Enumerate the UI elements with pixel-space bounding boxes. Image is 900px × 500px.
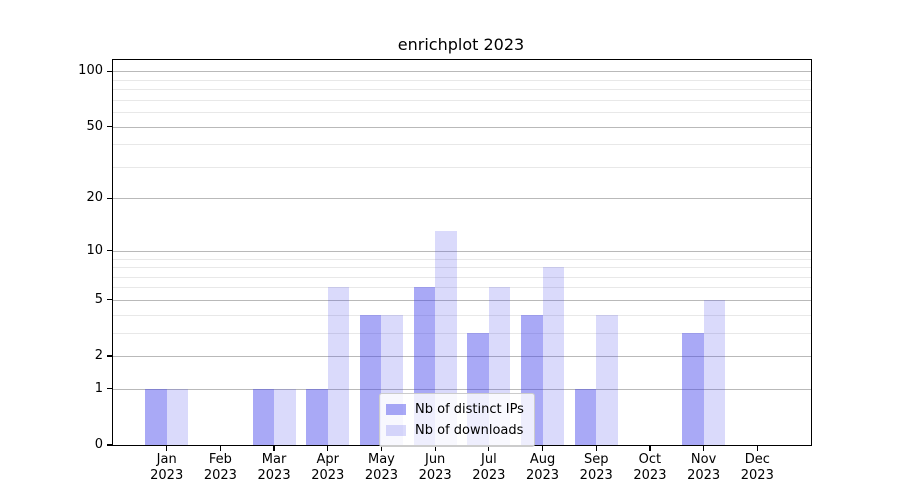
y-tick-mark-2 bbox=[107, 355, 112, 357]
bar-nb-of-distinct-ips-nov bbox=[682, 332, 704, 445]
gridline-major-50 bbox=[113, 126, 811, 128]
x-tick-mark-nov bbox=[703, 446, 705, 451]
gridline-major-20 bbox=[113, 198, 811, 200]
x-tick-label-mar: Mar 2023 bbox=[257, 452, 291, 483]
gridline-minor-8 bbox=[113, 267, 811, 269]
x-tick-mark-aug bbox=[541, 446, 544, 451]
y-tick-label-100: 100 bbox=[78, 63, 103, 79]
gridline-minor-3 bbox=[113, 332, 811, 334]
legend-swatch-downloads bbox=[386, 425, 406, 436]
bar-nb-of-downloads-sep bbox=[596, 314, 618, 445]
bar-nb-of-downloads-apr bbox=[327, 287, 350, 445]
gridline-minor-30 bbox=[113, 166, 811, 168]
gridline-minor-70 bbox=[113, 99, 811, 101]
x-tick-label-feb: Feb 2023 bbox=[203, 452, 237, 483]
bar-nb-of-distinct-ips-mar bbox=[252, 388, 275, 445]
bar-nb-of-downloads-nov bbox=[703, 299, 726, 445]
gridline-minor-80 bbox=[113, 89, 811, 91]
y-tick-mark-0 bbox=[107, 444, 112, 446]
y-tick-label-50: 50 bbox=[86, 118, 103, 134]
gridline-major-10 bbox=[113, 250, 811, 252]
x-tick-label-jan: Jan 2023 bbox=[150, 452, 184, 483]
y-tick-label-10: 10 bbox=[86, 242, 103, 258]
y-tick-label-20: 20 bbox=[86, 190, 103, 206]
bar-nb-of-downloads-jan bbox=[166, 388, 189, 445]
x-tick-mark-may bbox=[380, 446, 383, 451]
x-tick-label-jul: Jul 2023 bbox=[472, 452, 506, 483]
x-tick-label-jun: Jun 2023 bbox=[418, 452, 452, 483]
x-tick-label-oct: Oct 2023 bbox=[633, 452, 667, 483]
gridline-major-2 bbox=[113, 356, 811, 358]
x-tick-mark-jan bbox=[166, 446, 168, 451]
bar-nb-of-distinct-ips-sep bbox=[574, 388, 597, 445]
plot-area: Nb of distinct IPs Nb of downloads 0 1 2 5 1… bbox=[78, 59, 812, 483]
x-tick-label-dec: Dec 2023 bbox=[740, 452, 774, 483]
y-tick-label-1: 1 bbox=[94, 380, 103, 396]
gridline-major-1 bbox=[113, 388, 811, 390]
x-tick-mark-oct bbox=[649, 446, 651, 451]
x-tick-label-nov: Nov 2023 bbox=[687, 452, 721, 483]
bar-nb-of-distinct-ips-apr bbox=[306, 388, 328, 445]
y-tick-label-0: 0 bbox=[94, 437, 103, 452]
legend: Nb of distinct IPs Nb of downloads bbox=[379, 393, 535, 447]
x-tick-mark-sep bbox=[595, 446, 597, 451]
gridline-minor-4 bbox=[113, 314, 811, 316]
y-tick-label-2: 2 bbox=[94, 348, 103, 364]
x-tick-label-may: May 2023 bbox=[364, 452, 398, 483]
legend-item-distinct-ips: Nb of distinct IPs bbox=[386, 399, 524, 420]
legend-swatch-distinct-ips bbox=[386, 404, 406, 415]
x-tick-label-apr: Apr 2023 bbox=[311, 452, 345, 483]
y-tick-mark-1 bbox=[107, 388, 112, 390]
legend-label-downloads: Nb of downloads bbox=[415, 423, 524, 438]
x-tick-mark-dec bbox=[756, 446, 758, 451]
y-tick-mark-20 bbox=[107, 197, 112, 199]
bar-nb-of-distinct-ips-may bbox=[359, 314, 382, 445]
y-tick-mark-100 bbox=[107, 70, 112, 72]
legend-label-distinct-ips: Nb of distinct IPs bbox=[415, 402, 524, 417]
gridline-minor-7 bbox=[113, 276, 811, 278]
bar-nb-of-downloads-mar bbox=[274, 388, 296, 445]
bar-nb-of-distinct-ips-jan bbox=[145, 388, 167, 445]
x-tick-label-sep: Sep 2023 bbox=[579, 452, 613, 483]
y-tick-label-5: 5 bbox=[94, 291, 103, 307]
gridline-minor-90 bbox=[113, 79, 811, 81]
legend-item-downloads: Nb of downloads bbox=[386, 420, 524, 441]
x-tick-mark-feb bbox=[219, 446, 221, 451]
x-tick-label-aug: Aug 2023 bbox=[525, 452, 560, 483]
gridline-minor-6 bbox=[113, 287, 811, 289]
gridline-major-100 bbox=[113, 71, 811, 73]
bar-nb-of-downloads-jun bbox=[435, 231, 457, 445]
x-tick-mark-jun bbox=[434, 446, 436, 451]
gridline-minor-60 bbox=[113, 112, 811, 114]
gridline-minor-40 bbox=[113, 144, 811, 146]
x-tick-mark-mar bbox=[273, 446, 275, 451]
x-tick-mark-apr bbox=[327, 446, 329, 451]
y-tick-mark-5 bbox=[107, 299, 112, 301]
bar-nb-of-downloads-aug bbox=[542, 267, 564, 445]
y-tick-mark-50 bbox=[107, 125, 112, 128]
gridline-major-5 bbox=[113, 299, 811, 301]
y-tick-mark-10 bbox=[107, 250, 112, 252]
gridline-minor-9 bbox=[113, 258, 811, 260]
x-tick-mark-jul bbox=[488, 446, 490, 451]
chart-title: enrichplot 2023 bbox=[397, 35, 525, 54]
